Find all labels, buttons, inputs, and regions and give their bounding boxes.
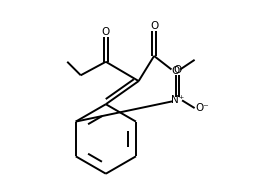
Text: O: O	[173, 65, 181, 75]
Text: O: O	[171, 66, 180, 76]
Text: O: O	[150, 21, 158, 31]
Text: O⁻: O⁻	[196, 103, 209, 113]
Text: O: O	[102, 27, 110, 37]
Text: N⁺: N⁺	[171, 95, 184, 105]
